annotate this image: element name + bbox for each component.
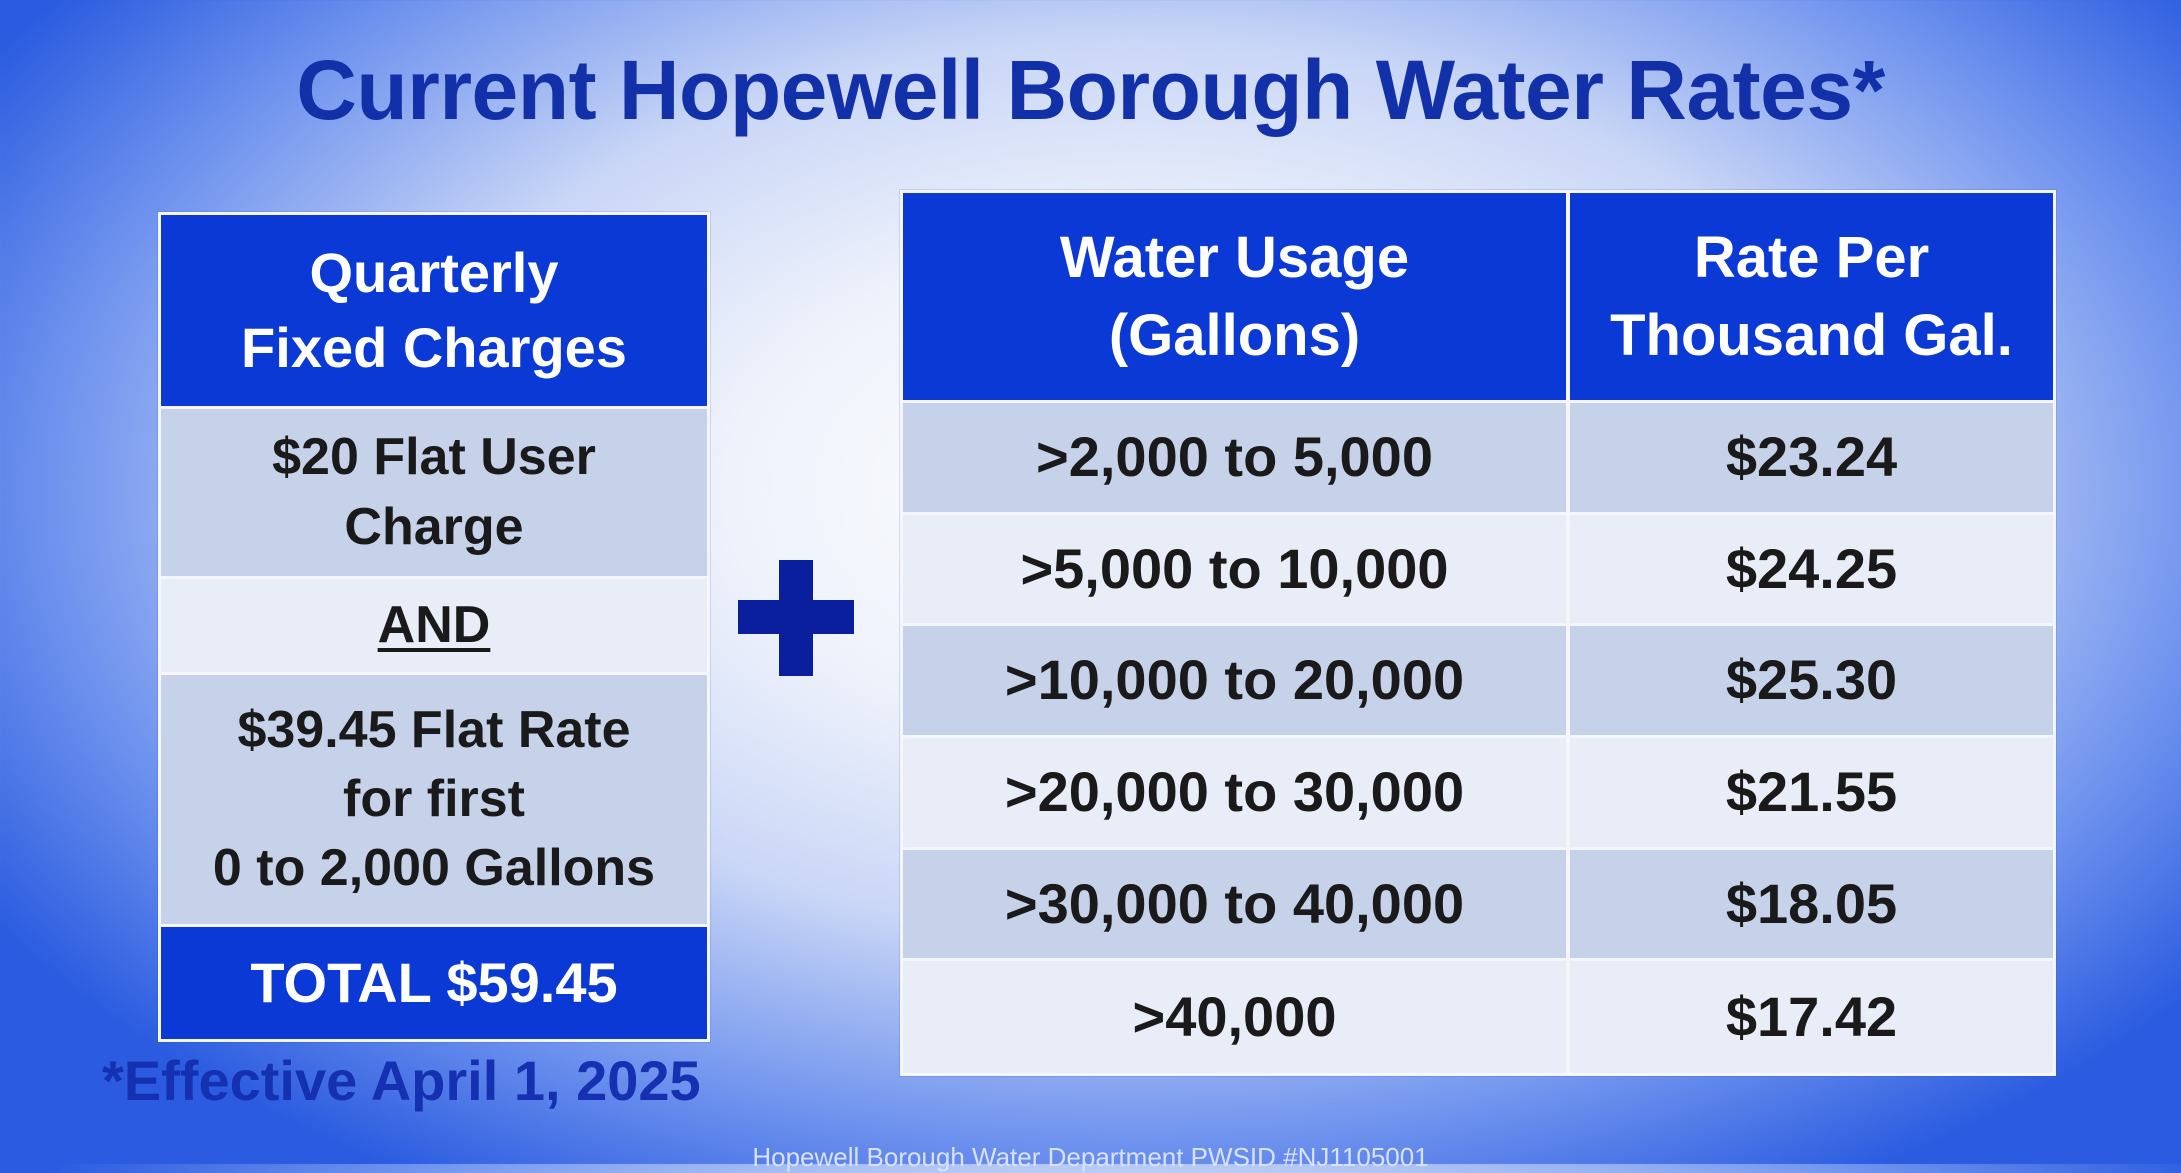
fixed-charges-header: Quarterly Fixed Charges	[161, 215, 707, 409]
slide-title: Current Hopewell Borough Water Rates*	[296, 43, 1885, 137]
flat-user-charge-line: $20 Flat User	[272, 428, 596, 487]
flat-rate-line: $39.45 Flat Rate	[237, 700, 631, 759]
fixed-charges-table: Quarterly Fixed Charges $20 Flat User Ch…	[158, 212, 710, 1042]
usage-column-header: Water Usage (Gallons)	[903, 193, 1570, 403]
and-label: AND	[377, 595, 491, 654]
rates-table: Water Usage (Gallons) Rate Per Thousand …	[900, 190, 2056, 1076]
usage-cell: >10,000 to 20,000	[903, 626, 1570, 738]
total-cell: TOTAL $59.45	[161, 927, 707, 1039]
rate-cell: $17.42	[1570, 961, 2053, 1073]
flat-user-charge-cell: $20 Flat User Charge	[161, 409, 707, 579]
usage-cell: >30,000 to 40,000	[903, 849, 1570, 962]
rate-header-line: Thousand Gal.	[1610, 302, 2013, 368]
fixed-charges-header-line: Fixed Charges	[241, 315, 627, 379]
rate-column-header: Rate Per Thousand Gal.	[1570, 193, 2053, 403]
plus-icon	[738, 560, 854, 676]
rate-cell: $23.24	[1570, 403, 2053, 515]
rate-cell: $18.05	[1570, 849, 2053, 962]
usage-cell: >5,000 to 10,000	[903, 514, 1570, 627]
and-cell: AND	[161, 579, 707, 675]
usage-cell: >2,000 to 5,000	[903, 403, 1570, 515]
effective-date-footnote: *Effective April 1, 2025	[102, 1049, 701, 1112]
rate-header-line: Rate Per	[1693, 225, 1930, 291]
rate-cell: $24.25	[1570, 514, 2053, 627]
flat-user-charge-line: Charge	[344, 497, 524, 556]
usage-cell: >40,000	[903, 961, 1570, 1073]
usage-cell: >20,000 to 30,000	[903, 737, 1570, 850]
usage-header-line: Water Usage	[1059, 225, 1410, 291]
usage-header-line: (Gallons)	[1108, 302, 1361, 368]
fixed-charges-header-line: Quarterly	[309, 241, 559, 305]
total-label: TOTAL $59.45	[250, 950, 618, 1014]
footer-text: Hopewell Borough Water Department PWSID …	[752, 1142, 1429, 1172]
flat-rate-cell: $39.45 Flat Rate for first 0 to 2,000 Ga…	[161, 675, 707, 927]
flat-rate-line: 0 to 2,000 Gallons	[212, 839, 656, 898]
flat-rate-line: for first	[343, 769, 525, 828]
rate-cell: $25.30	[1570, 626, 2053, 738]
rate-cell: $21.55	[1570, 737, 2053, 850]
